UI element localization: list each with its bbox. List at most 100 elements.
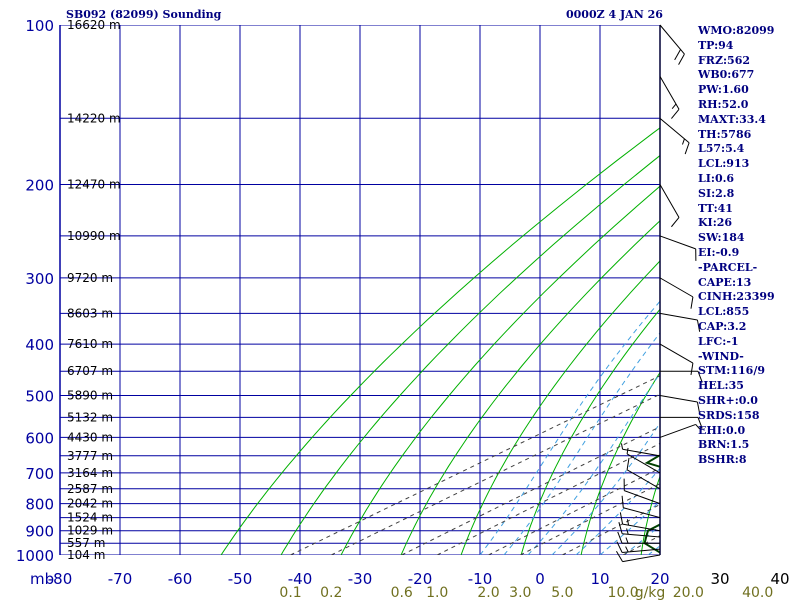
- pressure-tick-label: 300: [25, 270, 54, 288]
- height-label: 5890 m: [67, 388, 113, 402]
- temperature-tick-label: -80: [48, 570, 73, 588]
- moist-adiabat: [527, 372, 660, 555]
- mixing-ratio-label: 0.2: [320, 585, 342, 600]
- index-item: FRZ:562: [698, 53, 751, 67]
- height-label: 3777 m: [67, 449, 113, 463]
- height-label: 1524 m: [67, 511, 113, 525]
- height-label: 3164 m: [67, 466, 113, 480]
- height-label: 16620 m: [67, 18, 121, 32]
- mixing-ratio-line: [290, 375, 660, 555]
- index-item: SI:2.8: [698, 186, 735, 200]
- height-label: 2587 m: [67, 482, 113, 496]
- dry-adiabat: [340, 185, 660, 555]
- height-label: 10990 m: [67, 229, 121, 243]
- mixing-ratio-line: [488, 467, 660, 555]
- wind-barb: [620, 443, 661, 457]
- wind-barb: [659, 235, 697, 261]
- temperature-tick-label: 10: [590, 570, 609, 588]
- height-label: 9720 m: [67, 271, 113, 285]
- wind-barb: [623, 478, 661, 505]
- index-item: BSHR:8: [698, 453, 747, 467]
- pressure-tick-label: 800: [25, 496, 54, 514]
- height-label: 4430 m: [67, 430, 113, 444]
- mixing-ratio-unit-label: g/kg: [635, 585, 666, 600]
- index-item: TH:5786: [698, 127, 752, 141]
- temperature-tick-label: -70: [108, 570, 133, 588]
- index-item: SHR+:0.0: [698, 393, 758, 407]
- dry-adiabat: [400, 220, 660, 555]
- pressure-tick-label: 900: [25, 523, 54, 541]
- index-item: CINH:23399: [698, 290, 775, 304]
- mixing-ratio-label: 2.0: [477, 585, 499, 600]
- moist-adiabat: [551, 422, 660, 555]
- chart-time: 0000Z 4 JAN 26: [566, 8, 663, 21]
- index-item: SW:184: [698, 231, 745, 245]
- temperature-tick-label: -20: [408, 570, 433, 588]
- height-label: 1029 m: [67, 524, 113, 538]
- index-item: STM:116/9: [698, 364, 765, 378]
- height-label: 7610 m: [67, 337, 113, 351]
- wind-barb: [618, 522, 661, 538]
- wind-barb: [659, 343, 694, 376]
- height-label: 104 m: [67, 548, 105, 562]
- height-label: 8603 m: [67, 306, 113, 320]
- temperature-tick-label: -60: [168, 570, 193, 588]
- wind-barb: [659, 312, 701, 332]
- mixing-ratio-label: 0.6: [391, 585, 413, 600]
- index-item: EHI:0.0: [698, 423, 746, 437]
- index-item: -PARCEL-: [698, 260, 758, 274]
- pressure-tick-label: 100: [25, 17, 54, 35]
- wind-barb: [660, 370, 703, 383]
- index-item: BRN:1.5: [698, 438, 750, 452]
- temperature-tick-label: 20: [650, 570, 669, 588]
- index-item: LFC:-1: [698, 334, 739, 348]
- pressure-tick-label: 200: [25, 177, 54, 195]
- temperature-tick-label: 0: [535, 570, 545, 588]
- mixing-ratio-line: [562, 503, 660, 555]
- index-item: TP:94: [698, 38, 734, 52]
- chart-title: SB092 (82099) Sounding: [66, 8, 222, 21]
- wind-barb: [626, 457, 661, 490]
- pressure-tick-label: 600: [25, 429, 54, 447]
- moist-adiabat: [503, 332, 660, 555]
- index-item: CAP:3.2: [698, 319, 747, 333]
- height-label: 14220 m: [67, 111, 121, 125]
- wind-barb: [659, 423, 701, 438]
- mixing-ratio-label: 10.0: [608, 585, 639, 600]
- wind-barb: [626, 447, 661, 474]
- dry-adiabat: [580, 371, 660, 555]
- mixing-ratio-line: [520, 483, 660, 555]
- plot-area: [60, 25, 660, 555]
- wind-barb: [619, 512, 661, 532]
- index-item: RH:52.0: [698, 97, 749, 111]
- temperature-tick-label: 30: [710, 570, 729, 588]
- moist-adiabat: [575, 467, 660, 555]
- dry-adiabat: [640, 474, 660, 555]
- wind-barb: [616, 541, 661, 553]
- mixing-ratio-label: 40.0: [742, 585, 773, 600]
- dry-adiabat: [220, 127, 660, 555]
- pressure-tick-label: 500: [25, 387, 54, 405]
- dry-adiabat: [280, 154, 660, 555]
- index-item: KI:26: [698, 216, 733, 230]
- mixing-ratio-label: 20.0: [673, 585, 704, 600]
- wind-barb: [617, 531, 660, 544]
- index-item: CAPE:13: [698, 275, 752, 289]
- wind-barb: [659, 24, 685, 65]
- pressure-unit-label: mb: [30, 570, 54, 588]
- height-label: 557 m: [67, 536, 105, 550]
- mixing-ratio-line: [401, 426, 660, 555]
- temperature-tick-label: 40: [770, 570, 789, 588]
- pressure-tick-label: 1000: [16, 547, 54, 565]
- indices-panel: WMO:82099 TP:94 FRZ:562 WB0:677 PW:1.60 RH:52…: [698, 24, 775, 468]
- index-item: PW:1.60: [698, 83, 749, 97]
- temperature-tick-label: -10: [468, 570, 493, 588]
- wind-barb: [659, 117, 690, 155]
- height-label: 2042 m: [67, 497, 113, 511]
- index-item: LI:0.6: [698, 171, 735, 185]
- wind-barb: [659, 277, 694, 309]
- height-label: 6707 m: [67, 364, 113, 378]
- temperature-tick-label: -40: [288, 570, 313, 588]
- mixing-ratio-label: 0.1: [279, 585, 301, 600]
